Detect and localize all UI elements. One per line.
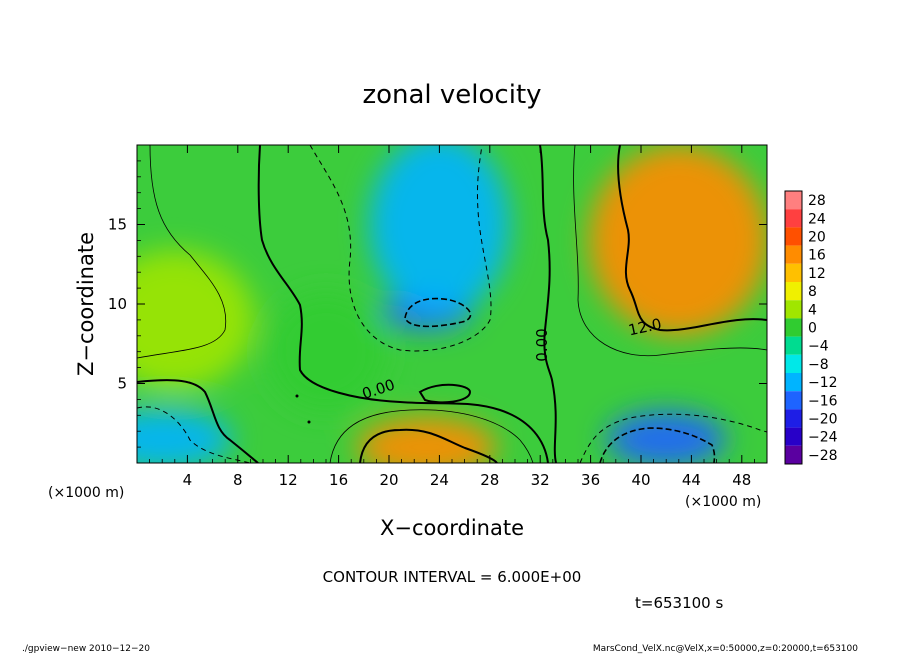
y-axis-unit: (×1000 m)	[48, 485, 124, 501]
colorbar-label: 20	[808, 230, 826, 246]
x-tick-label: 40	[631, 471, 650, 489]
zero-contour-upper-left	[257, 145, 549, 463]
colorbar-swatch	[785, 391, 802, 410]
plot-area: 0.00 0.00 12.0	[137, 145, 767, 463]
zero-contour-center	[539, 145, 557, 463]
footer-left: ./gpview−new 2010−12−20	[22, 644, 150, 654]
y-tick-label: 15	[108, 216, 127, 234]
dashed-contour-center	[309, 145, 492, 352]
colorbar-swatch	[785, 209, 802, 228]
colorbar: 28 24 20 16 12 8 4 0 −4 −8 −12 −16 −20 −24 −28	[784, 190, 838, 465]
colorbar-swatch	[785, 191, 802, 210]
x-tick-label: 44	[682, 471, 701, 489]
colorbar-label: −16	[808, 393, 838, 409]
colorbar-swatch	[785, 336, 802, 355]
x-tick-label: 36	[581, 471, 600, 489]
contour-lines	[137, 145, 767, 463]
x-tick-label: 16	[329, 471, 348, 489]
min-contour-center	[404, 297, 472, 328]
colorbar-swatch	[785, 245, 802, 264]
field-positive	[266, 291, 386, 412]
colorbar-label: −24	[808, 430, 838, 446]
colorbar-swatch	[785, 427, 802, 446]
x-tick-label: 24	[430, 471, 449, 489]
x-tick-label: 48	[732, 471, 751, 489]
min-contour-lower-right	[599, 427, 716, 463]
x-tick-label: 8	[233, 471, 243, 489]
colorbar-label: −4	[808, 339, 829, 355]
field-negative	[369, 145, 510, 315]
contour-interval: CONTOUR INTERVAL = 6.000E+00	[323, 568, 582, 586]
colorbar-swatch	[785, 227, 802, 246]
time-stamp: t=653100 s	[635, 594, 723, 612]
colorbar-swatch	[785, 409, 802, 428]
field-negative-min	[606, 411, 727, 463]
x-tick-label: 20	[379, 471, 398, 489]
footer-right: MarsCond_VelX.nc@VelX,x=0:50000,z=0:2000…	[593, 644, 858, 654]
colorbar-label: −28	[808, 448, 838, 464]
zero-contour-left	[137, 379, 259, 463]
thin-contour-bottom	[329, 409, 534, 463]
colorbar-swatch	[785, 318, 802, 337]
x-tick-label: 32	[531, 471, 550, 489]
zero-contour-loop	[418, 383, 472, 404]
contour-label: 0.00	[533, 328, 551, 361]
thin-contour-left	[137, 145, 227, 359]
x-axis: 4 8 12 16 20 24 28 32 36 40 44 48	[149, 145, 755, 489]
contour-dot	[307, 420, 311, 424]
colorbar-swatch	[785, 373, 802, 392]
colorbar-swatch	[785, 263, 802, 282]
dashed-contour-lower-left	[137, 406, 251, 463]
colorbar-label: 12	[808, 266, 826, 282]
colorbar-label: −20	[808, 412, 838, 428]
thin-contour-mid	[573, 145, 767, 357]
field-negative	[137, 409, 233, 463]
field-positive-max	[356, 417, 497, 463]
colorbar-swatch	[785, 282, 802, 301]
velocity-field	[137, 145, 767, 463]
positive-contour-bottom	[359, 428, 498, 463]
colorbar-swatch	[785, 354, 802, 373]
colorbar-label: 4	[808, 302, 817, 318]
y-tick-label: 10	[108, 295, 127, 313]
x-tick-label: 28	[480, 471, 499, 489]
y-axis: 5 10 15	[108, 160, 767, 448]
x-axis-label: X−coordinate	[380, 516, 524, 540]
colorbar-label: 0	[808, 321, 817, 337]
colorbar-frame	[784, 190, 803, 465]
chart-title: zonal velocity	[362, 80, 541, 110]
y-axis-label: Z−coordinate	[74, 232, 98, 376]
positive-contour-upper-right	[617, 145, 767, 332]
x-tick-label: 12	[279, 471, 298, 489]
colorbar-label: 28	[808, 193, 826, 209]
colorbar-swatch	[785, 300, 802, 319]
colorbar-label: 24	[808, 211, 826, 227]
field-positive-max	[588, 145, 767, 336]
x-axis-unit: (×1000 m)	[685, 494, 761, 510]
colorbar-swatch	[785, 445, 802, 464]
y-tick-label: 5	[117, 375, 127, 393]
colorbar-label: 8	[808, 284, 817, 300]
field-positive	[137, 249, 255, 390]
colorbar-label: 16	[808, 248, 826, 264]
colorbar-label: −12	[808, 375, 838, 391]
colorbar-label: −8	[808, 357, 829, 373]
contour-dot	[295, 394, 299, 398]
x-tick-label: 4	[183, 471, 193, 489]
